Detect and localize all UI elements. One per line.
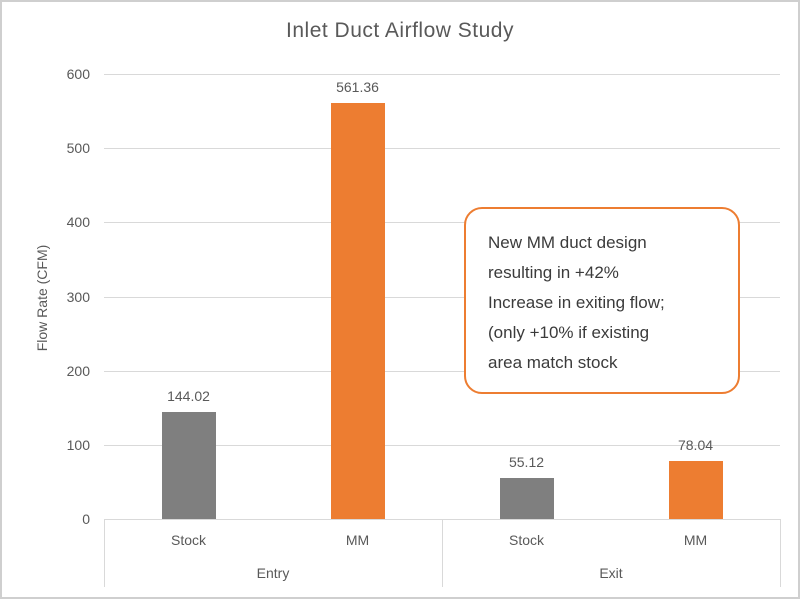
- y-tick-label-400: 400: [66, 214, 90, 231]
- gridline-400: [104, 222, 780, 224]
- category-axis-divider-2: [780, 519, 781, 587]
- bar-exit-mm[interactable]: [668, 461, 723, 519]
- gridline-300: [104, 296, 780, 298]
- annotation-callout[interactable]: New MM duct design resulting in +42% Inc…: [464, 207, 740, 394]
- chart-title: Inlet Duct Airflow Study: [286, 19, 514, 42]
- y-tick-label-600: 600: [66, 66, 90, 82]
- y-tick-label-0: 0: [82, 511, 90, 527]
- annotation-line-3: Increase in exiting flow;: [488, 293, 665, 312]
- y-tick-label-300: 300: [66, 288, 90, 305]
- gridline-200: [104, 370, 780, 372]
- value-label-entry-mm: 561.36: [336, 78, 379, 95]
- y-tick-label-500: 500: [66, 140, 90, 157]
- category-label-exit-mm: MM: [683, 532, 708, 548]
- category-label-exit-stock: Stock: [508, 532, 545, 548]
- gridline-600: [104, 74, 780, 75]
- bar-entry-stock[interactable]: [161, 412, 216, 519]
- annotation-line-1: New MM duct design: [488, 233, 647, 252]
- gridline-500: [104, 148, 780, 150]
- group-label-entry: Entry: [256, 565, 290, 581]
- bar-entry-mm[interactable]: [330, 102, 385, 519]
- annotation-line-5: area match stock: [488, 353, 618, 372]
- annotation-line-2: resulting in +42%: [488, 263, 619, 282]
- annotation-line-4: (only +10% if existing: [488, 323, 650, 342]
- y-tick-label-100: 100: [66, 436, 90, 453]
- value-label-exit-mm: 78.04: [677, 437, 714, 454]
- value-label-entry-stock: 144.02: [167, 388, 210, 405]
- y-tick-label-200: 200: [66, 362, 90, 379]
- category-label-entry-mm: MM: [345, 532, 370, 548]
- value-label-exit-stock: 55.12: [508, 454, 545, 471]
- y-axis-title: Flow Rate (CFM): [34, 244, 50, 352]
- bar-exit-stock[interactable]: [499, 478, 554, 519]
- category-label-entry-stock: Stock: [170, 532, 207, 548]
- group-label-exit: Exit: [599, 565, 623, 581]
- gridline-100: [104, 444, 780, 446]
- category-axis-divider-0: [104, 519, 105, 587]
- category-axis-divider-1: [442, 519, 443, 587]
